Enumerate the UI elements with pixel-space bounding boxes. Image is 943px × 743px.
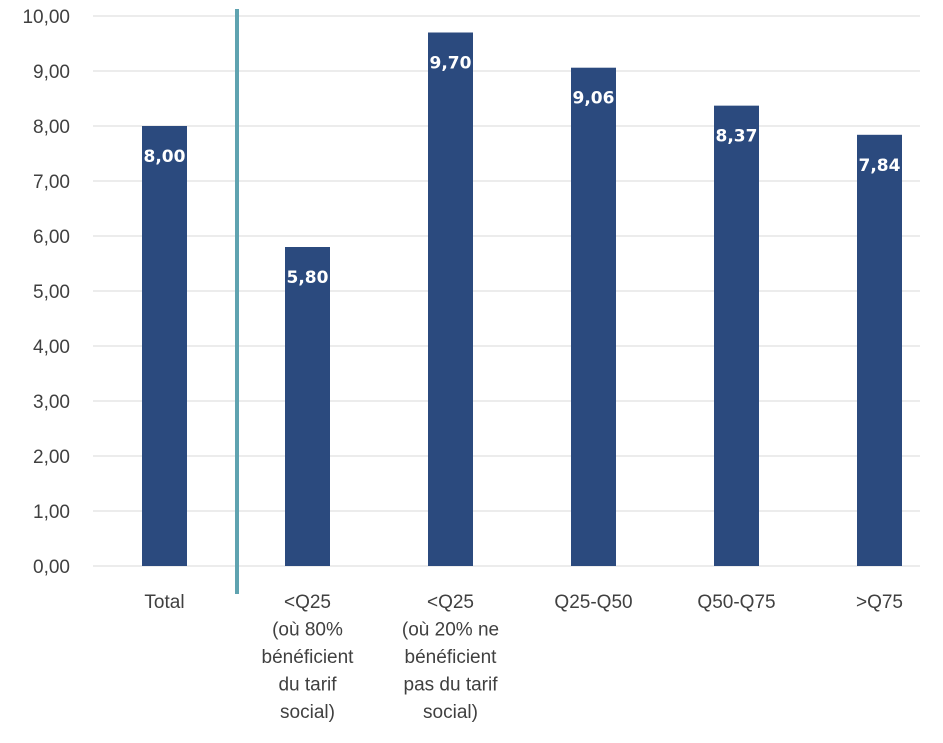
category-label-line: social)	[280, 702, 335, 723]
data-label: 9,06	[573, 89, 615, 109]
category-label-line: social)	[423, 702, 478, 723]
category-label-line: bénéficient	[405, 647, 498, 668]
category-label: Q25-Q50	[554, 592, 632, 613]
category-label-line: Q50-Q75	[697, 592, 775, 613]
bar	[714, 105, 759, 567]
category-label: Q50-Q75	[697, 592, 775, 613]
category-label-line: <Q25	[284, 592, 331, 613]
category-label: >Q75	[856, 592, 903, 613]
bar	[428, 32, 473, 566]
bar	[142, 126, 187, 566]
y-tick-label: 3,00	[33, 392, 70, 413]
y-tick-label: 10,00	[22, 7, 70, 28]
category-label-line: (où 80%	[272, 620, 343, 641]
data-label: 5,80	[287, 268, 329, 288]
data-label: 8,37	[716, 127, 758, 147]
bar	[285, 247, 330, 566]
data-label: 9,70	[430, 54, 472, 74]
y-axis-ticks: 0,00 1,00 2,00 3,00 4,00 5,00 6,00 7,00 8,00 9,00…	[22, 7, 70, 578]
y-tick-label: 9,00	[33, 62, 70, 83]
bar	[857, 134, 902, 567]
category-label-line: pas du tarif	[404, 675, 499, 696]
category-label-line: (où 20% ne	[402, 620, 499, 641]
y-tick-label: 2,00	[33, 447, 70, 468]
category-label-line: bénéficient	[262, 647, 355, 668]
y-tick-label: 6,00	[33, 227, 70, 248]
y-tick-label: 0,00	[33, 557, 70, 578]
data-labels: 8,00 5,80 9,70 9,06 8,37 7,84	[144, 54, 901, 289]
category-labels: Total <Q25 (où 80% bénéficient du tarif socia…	[144, 592, 903, 723]
y-tick-label: 8,00	[33, 117, 70, 138]
data-label: 8,00	[144, 147, 186, 167]
y-tick-label: 5,00	[33, 282, 70, 303]
bars	[142, 32, 902, 567]
y-tick-label: 7,00	[33, 172, 70, 193]
data-label: 7,84	[859, 156, 901, 176]
y-tick-label: 4,00	[33, 337, 70, 358]
category-label-line: du tarif	[278, 675, 337, 696]
category-label: <Q25 (où 20% ne bénéficient pas du tarif soc…	[402, 592, 499, 723]
y-tick-label: 1,00	[33, 502, 70, 523]
category-label-line: Total	[144, 592, 184, 613]
category-label-line: <Q25	[427, 592, 474, 613]
category-label: <Q25 (où 80% bénéficient du tarif social)	[262, 592, 355, 723]
bar	[571, 67, 616, 566]
category-label-line: Q25-Q50	[554, 592, 632, 613]
category-label-line: >Q75	[856, 592, 903, 613]
category-label: Total	[144, 592, 184, 613]
gridlines	[93, 15, 920, 567]
